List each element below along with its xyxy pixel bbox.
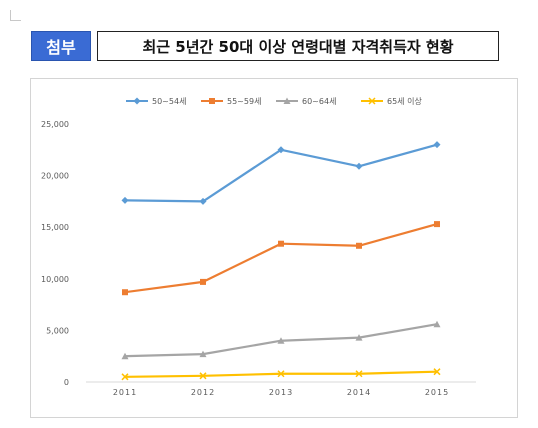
data-point (355, 162, 363, 170)
y-tick-label: 10,000 (41, 275, 69, 284)
y-tick-label: 15,000 (41, 223, 69, 232)
y-tick-label: 0 (64, 378, 69, 387)
data-point (278, 240, 284, 247)
legend-item: 60~64세 (276, 97, 336, 106)
data-point (355, 370, 363, 378)
data-point (433, 141, 441, 149)
x-tick-label: 2013 (269, 388, 293, 397)
data-point (277, 370, 285, 378)
series-line (124, 223, 438, 294)
y-tick-label: 25,000 (41, 120, 69, 129)
data-point (121, 196, 129, 204)
data-point (121, 373, 129, 381)
legend-label: 60~64세 (302, 97, 336, 106)
legend-item: 50~54세 (126, 97, 186, 106)
data-point (433, 368, 441, 376)
line-chart: 50~54세 55~59세 60~64세 65세 이상 0 5,000 10,000 15,… (41, 96, 476, 397)
data-point (433, 320, 441, 328)
x-tick-label: 2015 (425, 388, 449, 397)
attachment-badge: 첨부 (31, 31, 91, 61)
data-point (355, 334, 363, 341)
data-point (277, 146, 285, 154)
x-tick-label: 2014 (347, 388, 371, 397)
data-point (434, 221, 440, 228)
legend-label: 55~59세 (227, 97, 261, 106)
y-tick-label: 5,000 (46, 326, 69, 335)
data-point (121, 352, 129, 360)
x-axis: 2011 2012 2013 2014 2015 (86, 381, 476, 397)
legend-marker (283, 97, 291, 104)
x-tick-label: 2012 (191, 388, 215, 397)
header: 첨부 최근 5년간 50대 이상 연령대별 자격취득자 현황 (31, 31, 499, 61)
data-point (277, 337, 285, 344)
chart-panel: 50~54세 55~59세 60~64세 65세 이상 0 5,000 10,000 15,… (30, 78, 518, 418)
data-point (199, 350, 207, 358)
legend: 50~54세 55~59세 60~64세 65세 이상 (126, 96, 422, 106)
legend-marker (133, 97, 141, 105)
corner-mark (10, 10, 21, 21)
data-point (356, 242, 362, 249)
plot-area (121, 141, 441, 381)
legend-label: 50~54세 (152, 97, 186, 106)
data-point (122, 289, 128, 296)
legend-item: 65세 이상 (361, 96, 422, 106)
legend-item: 55~59세 (201, 97, 261, 106)
legend-marker (368, 97, 376, 105)
legend-marker (209, 98, 215, 104)
x-tick-label: 2011 (113, 388, 137, 397)
page-title: 최근 5년간 50대 이상 연령대별 자격취득자 현황 (97, 31, 499, 61)
data-point (200, 278, 206, 285)
data-point (199, 372, 207, 380)
y-tick-label: 20,000 (41, 172, 69, 181)
y-axis: 0 5,000 10,000 15,000 20,000 25,000 (41, 120, 69, 387)
legend-label: 65세 이상 (387, 96, 422, 106)
data-point (199, 197, 207, 205)
